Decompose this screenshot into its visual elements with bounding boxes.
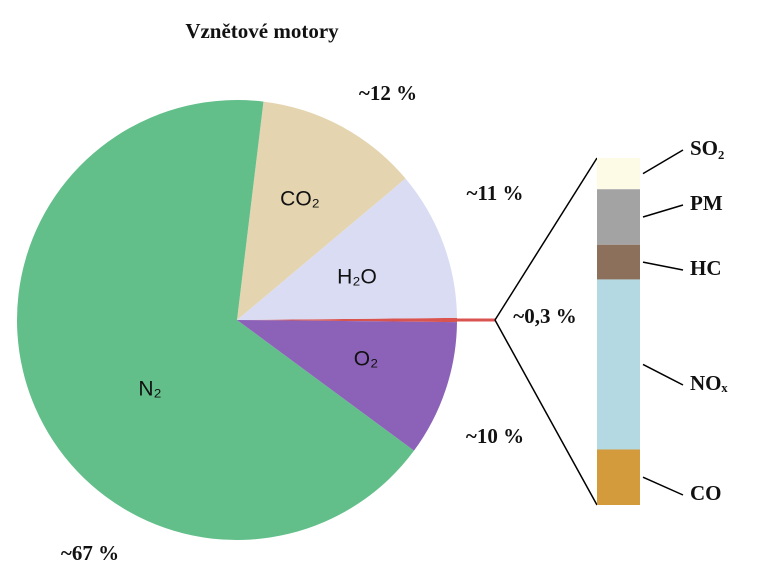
leader-line bbox=[642, 363, 684, 386]
breakout-label: HC bbox=[690, 256, 722, 280]
pie-slice bbox=[237, 317, 457, 323]
slice-label: H₂O bbox=[337, 266, 377, 289]
breakout-connector bbox=[494, 319, 598, 506]
breakout-label: CO bbox=[690, 481, 722, 505]
slice-label: N₂ bbox=[138, 378, 161, 401]
leader-line bbox=[642, 261, 684, 271]
leader-line bbox=[642, 204, 684, 218]
breakout-connector bbox=[494, 157, 598, 321]
leader-line bbox=[642, 149, 684, 175]
value-label: ~11 % bbox=[466, 181, 523, 205]
pie-slice bbox=[17, 100, 415, 540]
breakout-label: PM bbox=[690, 191, 723, 215]
slice-label: O₂ bbox=[354, 348, 379, 371]
pie-slice bbox=[237, 101, 406, 321]
breakout-segment bbox=[597, 158, 640, 190]
chart-title: Vznětové motory bbox=[185, 19, 339, 43]
breakout-segment bbox=[597, 279, 640, 450]
breakout-segment bbox=[597, 449, 640, 505]
value-label: ~67 % bbox=[61, 541, 119, 565]
value-label: ~10 % bbox=[466, 424, 524, 448]
slice-label: CO₂ bbox=[280, 188, 320, 211]
breakout-label: NOₓ bbox=[690, 371, 729, 395]
breakout-label: SO₂ bbox=[690, 136, 724, 160]
breakout-segment bbox=[597, 244, 640, 280]
leader-line bbox=[642, 476, 684, 496]
breakout-segment bbox=[597, 189, 640, 245]
value-label: ~0,3 % bbox=[513, 304, 576, 328]
value-label: ~12 % bbox=[359, 81, 417, 105]
pie-slice bbox=[237, 178, 457, 320]
pie-slice bbox=[237, 320, 457, 451]
